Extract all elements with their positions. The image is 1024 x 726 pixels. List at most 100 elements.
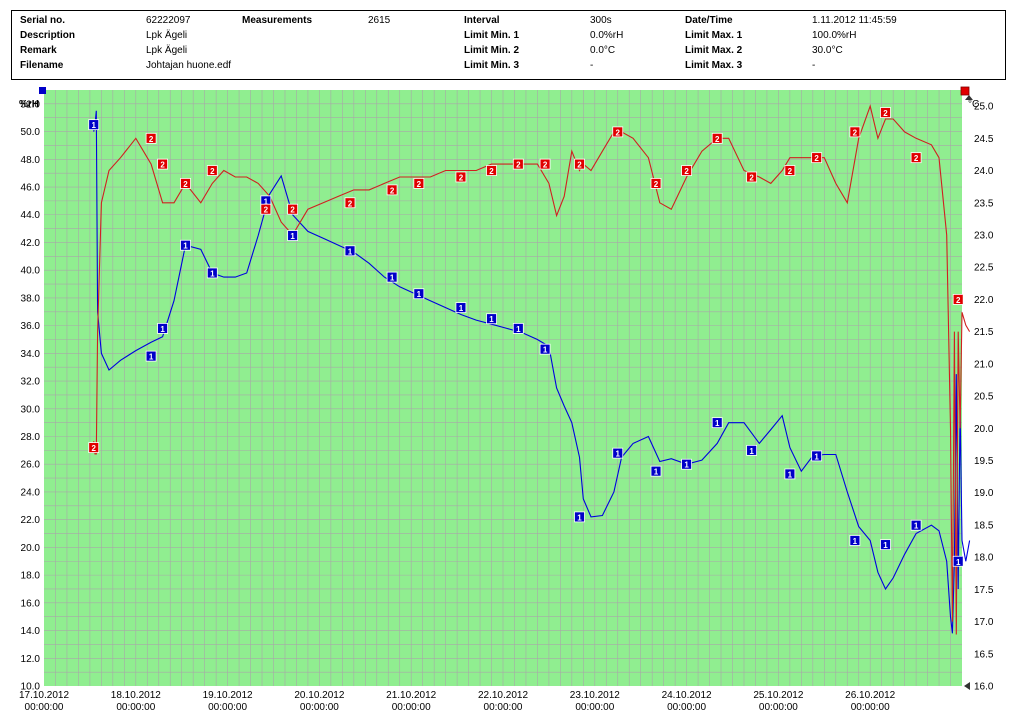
marker-label: 1 <box>914 522 919 531</box>
series-marker-2: 2 <box>157 158 168 170</box>
marker-label: 1 <box>516 325 521 334</box>
y-right-ticks: 16.0 16.5 17.0 17.5 18.0 18.5 19.0 19.5 20.0 20.5… <box>974 102 994 693</box>
marker-box <box>145 132 157 144</box>
marker-label: 2 <box>853 128 858 137</box>
remark-label: Remark <box>20 45 57 56</box>
filename-label: Filename <box>20 60 64 71</box>
series-marker-1: 1 <box>512 322 524 334</box>
marker-box <box>880 107 891 118</box>
remark-value: Lpk Ägeli <box>146 45 188 56</box>
y-left-tick-label: 38.0 <box>21 293 41 304</box>
x-ticks: 17.10.201200:00:0018.10.201200:00:0019.1… <box>19 690 896 713</box>
series-marker-1: 1 <box>180 239 191 251</box>
marker-box <box>849 535 861 546</box>
y-left-tick-label: 24.0 <box>21 487 41 498</box>
series-marker-2: 2 <box>880 107 891 118</box>
series-marker-2: 2 <box>206 165 218 176</box>
series-marker-2: 2 <box>746 171 758 182</box>
y-left-tick-label: 20.0 <box>21 543 41 554</box>
y-left-tick-label: 26.0 <box>21 460 41 471</box>
marker-box <box>811 450 823 462</box>
marker-label: 2 <box>616 128 621 137</box>
series-marker-2: 2 <box>260 203 272 215</box>
x-tick-time: 00:00:00 <box>392 702 431 713</box>
y-right-tick-label: 25.0 <box>974 102 994 113</box>
marker-box <box>746 444 758 456</box>
series-marker-2: 2 <box>344 197 356 208</box>
marker-box <box>413 288 425 300</box>
marker-box <box>260 203 272 215</box>
y-right-tick-label: 17.0 <box>974 617 994 628</box>
y-right-tick-label: 21.0 <box>974 359 994 370</box>
grid-vertical <box>55 90 951 686</box>
y-left-tick-label: 28.0 <box>21 432 41 443</box>
marker-box <box>574 158 585 170</box>
y-left-axis-label: %rH <box>19 99 39 110</box>
limit-max2-label: Limit Max. 2 <box>685 45 743 56</box>
limit-min1-label: Limit Min. 1 <box>464 30 519 41</box>
marker-label: 1 <box>149 353 154 362</box>
y-left-tick-label: 12.0 <box>21 654 41 665</box>
marker-label: 1 <box>160 325 165 334</box>
x-tick-time: 00:00:00 <box>116 702 155 713</box>
marker-label: 1 <box>883 541 888 550</box>
marker-box <box>539 343 551 355</box>
series-marker-2: 2 <box>910 152 922 163</box>
series-marker-2: 2 <box>952 294 964 305</box>
marker-label: 2 <box>210 167 215 176</box>
header-panel: Serial no. 62222097 Measurements 2615 In… <box>11 10 1006 80</box>
marker-box <box>206 165 218 176</box>
series-marker-1: 1 <box>145 350 157 362</box>
x-tick-time: 00:00:00 <box>208 702 247 713</box>
y-right-tick-label: 18.5 <box>974 520 994 531</box>
y-left-tick-label: 36.0 <box>21 321 41 332</box>
measurements-value: 2615 <box>368 15 391 26</box>
marker-label: 2 <box>183 180 188 189</box>
marker-label: 2 <box>883 109 888 118</box>
marker-label: 1 <box>616 450 621 459</box>
marker-label: 1 <box>814 452 819 461</box>
serial-label: Serial no. <box>20 15 66 26</box>
limit-min2-label: Limit Min. 2 <box>464 45 519 56</box>
marker-label: 1 <box>749 447 754 456</box>
marker-label: 2 <box>543 161 548 170</box>
x-tick-date: 20.10.2012 <box>294 690 344 701</box>
marker-label: 2 <box>956 296 961 305</box>
marker-box <box>880 539 891 551</box>
marker-label: 1 <box>788 470 793 479</box>
marker-box <box>344 245 356 257</box>
marker-box <box>910 519 922 531</box>
y-right-axis-label: °C <box>968 99 979 110</box>
x-tick-time: 00:00:00 <box>25 702 64 713</box>
marker-box <box>784 468 796 480</box>
marker-box <box>386 184 398 196</box>
y-left-tick-label: 40.0 <box>21 266 41 277</box>
description-value: Lpk Ägeli <box>146 30 188 41</box>
y-right-tick-label: 23.5 <box>974 198 994 209</box>
filename-value: Johtajan huone.edf <box>146 60 232 71</box>
series-marker-1: 1 <box>811 450 823 462</box>
y-right-tick-label: 19.5 <box>974 456 994 467</box>
datetime-label: Date/Time <box>685 15 733 26</box>
series-marker-2: 2 <box>811 152 823 164</box>
series-marker-2: 2 <box>455 171 467 182</box>
marker-label: 2 <box>914 154 919 163</box>
y-left-tick-label: 10.0 <box>21 682 41 693</box>
marker-box <box>206 267 218 279</box>
marker-box <box>811 152 823 164</box>
x-axis-arrow <box>964 682 970 690</box>
series-marker-2: 2 <box>88 442 100 453</box>
marker-box <box>512 322 524 334</box>
marker-box <box>486 165 497 176</box>
y-left-tick-label: 30.0 <box>21 404 41 415</box>
marker-box <box>180 239 191 251</box>
limit-min3-value: - <box>590 60 594 71</box>
marker-label: 2 <box>654 180 659 189</box>
y-left-tick-label: 48.0 <box>21 155 41 166</box>
series-marker-2: 2 <box>539 158 551 170</box>
series-marker-1: 1 <box>539 343 551 355</box>
marker-box <box>512 158 524 170</box>
x-tick-time: 00:00:00 <box>575 702 614 713</box>
x-tick-date: 17.10.2012 <box>19 690 69 701</box>
